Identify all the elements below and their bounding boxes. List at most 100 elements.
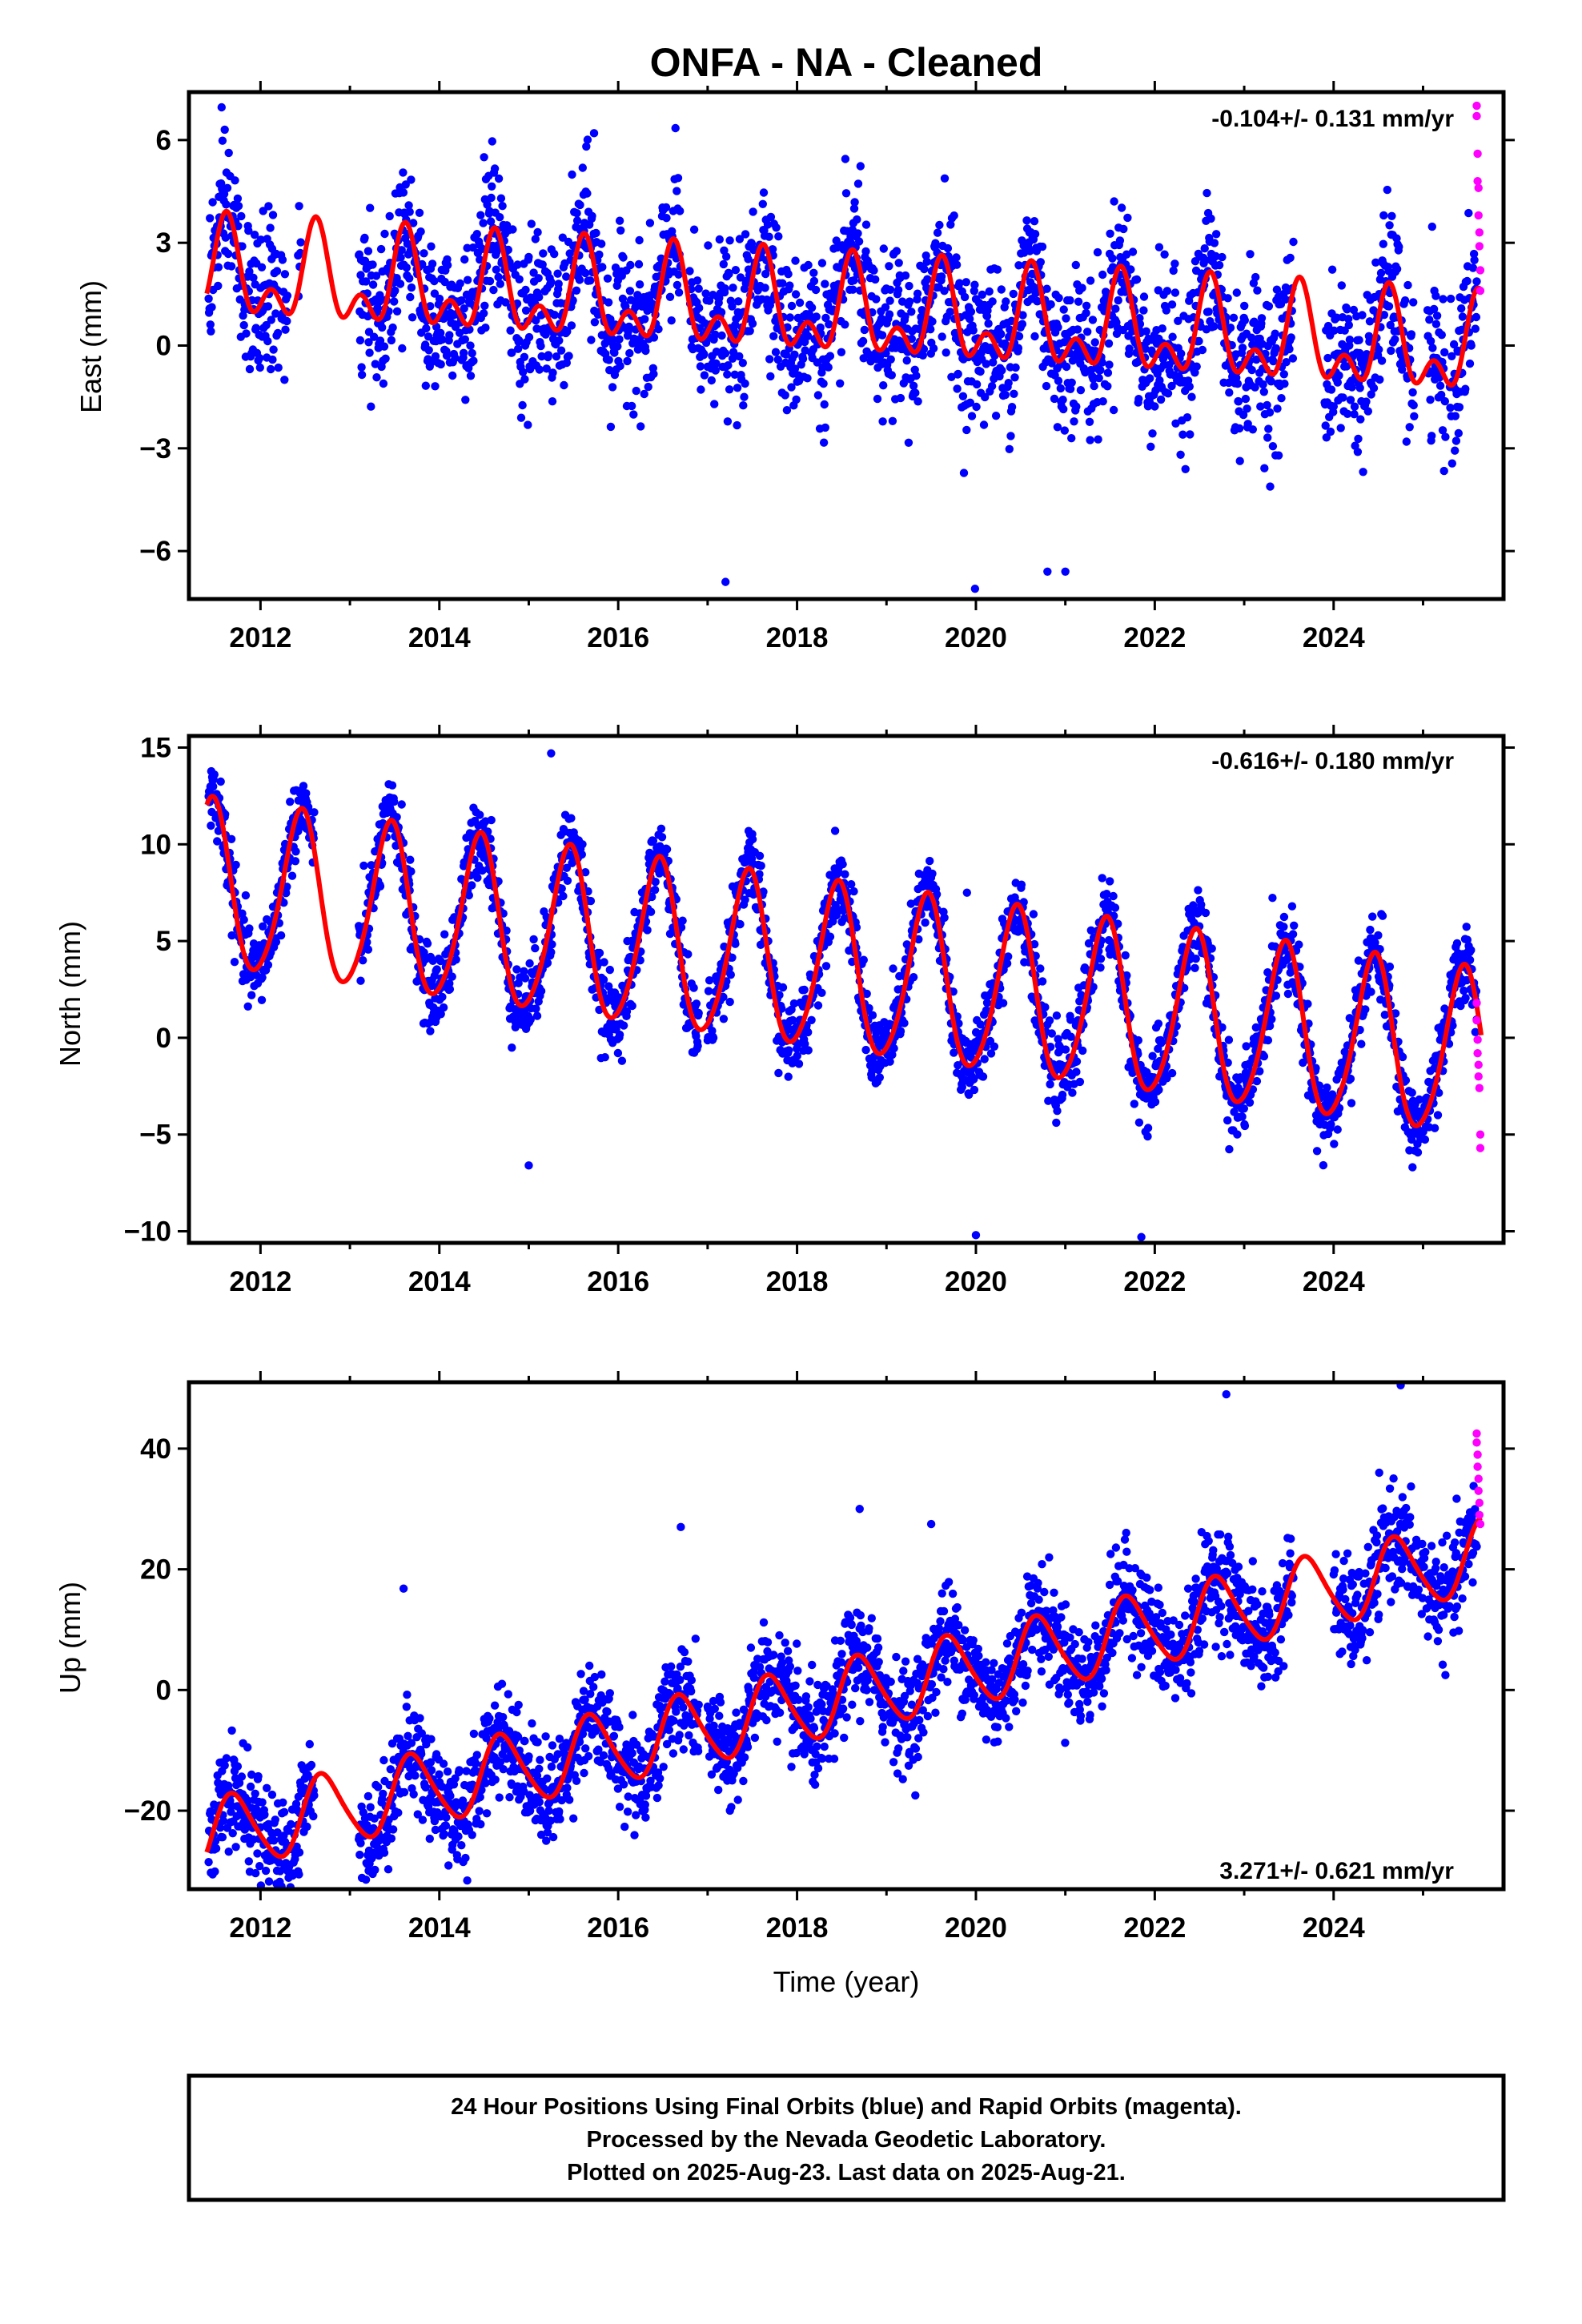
data-point (1139, 292, 1149, 301)
data-point (872, 295, 881, 304)
data-point (1162, 1074, 1171, 1083)
data-point (824, 363, 833, 372)
data-point (310, 808, 319, 817)
data-point (1146, 442, 1155, 451)
data-point (278, 255, 287, 264)
data-point (700, 371, 709, 380)
data-point (648, 892, 656, 902)
rapid-point (1476, 266, 1485, 275)
data-point (787, 383, 796, 392)
data-point (359, 861, 368, 870)
data-point (804, 1027, 813, 1037)
data-point (245, 924, 254, 933)
data-point (1383, 185, 1392, 195)
data-point (1241, 394, 1251, 404)
data-point (238, 909, 247, 918)
data-point (1327, 385, 1336, 394)
data-point (830, 826, 840, 835)
data-point (728, 354, 737, 363)
data-point (480, 309, 488, 318)
data-point (678, 916, 687, 925)
data-point (488, 182, 496, 191)
data-point (1109, 891, 1118, 901)
data-point (1018, 320, 1027, 328)
data-point (905, 297, 914, 306)
data-point (928, 869, 937, 879)
data-point (1288, 354, 1298, 363)
data-point (520, 974, 530, 983)
data-point (407, 867, 416, 876)
data-point (468, 243, 477, 252)
data-point (496, 279, 504, 288)
data-point (697, 385, 705, 394)
data-point (1134, 1035, 1143, 1045)
data-point (1155, 376, 1164, 385)
data-point (917, 306, 926, 315)
data-point (1410, 412, 1419, 420)
data-point (1042, 381, 1051, 391)
data-point (693, 276, 702, 285)
data-point (766, 212, 776, 222)
data-point (1033, 297, 1042, 306)
y-tick-label: 0 (156, 331, 171, 362)
data-point (1195, 336, 1203, 346)
data-point (1218, 252, 1227, 262)
data-point (685, 267, 694, 275)
data-point (1467, 341, 1476, 350)
data-point (875, 1073, 885, 1082)
data-point (273, 328, 283, 338)
data-point (255, 354, 264, 363)
data-point (263, 960, 273, 970)
data-point (396, 279, 405, 288)
data-point (921, 918, 930, 927)
data-point (445, 331, 454, 340)
data-point (1264, 424, 1273, 433)
data-point (479, 219, 488, 227)
data-point (496, 213, 504, 222)
data-point (868, 1011, 877, 1019)
data-point (981, 392, 990, 402)
data-point (1449, 340, 1459, 349)
data-point (801, 1039, 809, 1048)
data-point (368, 280, 378, 289)
data-point (1066, 1015, 1075, 1024)
data-point (734, 297, 743, 306)
data-point (210, 770, 219, 779)
data-point (1070, 417, 1078, 426)
data-point (1289, 237, 1298, 247)
data-point (684, 950, 693, 959)
data-point (817, 988, 826, 998)
rapid-point (1476, 286, 1485, 296)
data-point (922, 257, 932, 266)
data-point (1303, 999, 1312, 1008)
data-point (921, 251, 930, 260)
data-point (849, 204, 859, 213)
data-point (526, 1015, 535, 1024)
data-point (1098, 358, 1106, 367)
data-point (950, 1048, 958, 1057)
data-point (633, 291, 642, 300)
data-point (800, 985, 809, 995)
data-point (581, 268, 590, 278)
data-point (849, 887, 858, 896)
data-point (725, 385, 734, 394)
data-point (747, 239, 757, 248)
data-point (632, 297, 641, 306)
data-point (990, 1042, 999, 1051)
data-point (1223, 1058, 1232, 1068)
data-point (1240, 301, 1249, 311)
data-point (1240, 1121, 1250, 1131)
data-point (438, 335, 447, 344)
data-point (366, 203, 375, 212)
data-point (613, 1048, 623, 1058)
data-point (1451, 412, 1460, 420)
data-point (861, 220, 871, 229)
data-point (933, 228, 942, 237)
data-point (1090, 381, 1098, 391)
data-point (787, 301, 797, 311)
data-point (1162, 287, 1172, 296)
data-point (1096, 366, 1105, 375)
data-point (613, 342, 622, 351)
data-point (271, 309, 280, 318)
data-point (1047, 359, 1056, 368)
